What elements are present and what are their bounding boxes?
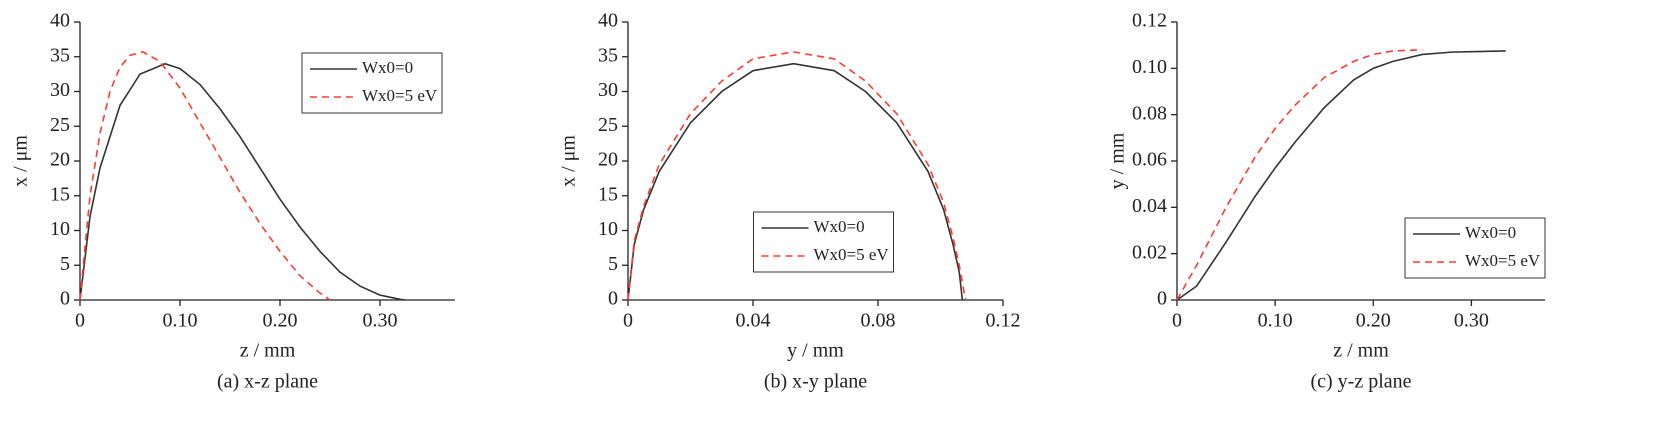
legend-label: Wx0=0 [814,217,865,236]
y-tick-label: 0.12 [1132,10,1167,32]
y-axis-label: y / mm [1107,132,1129,189]
x-tick-label: 0.12 [986,310,1021,332]
x-tick-label: 0.10 [1258,310,1293,332]
y-tick-label: 30 [50,79,70,101]
series-line [1176,49,1423,301]
y-axis-label: x / μm [10,135,32,187]
y-tick-label: 0.10 [1132,56,1167,78]
y-tick-label: 40 [50,10,70,32]
caption: (c) y-z plane [1310,371,1411,393]
series-line [627,51,967,301]
legend-label: Wx0=5 eV [814,245,890,264]
x-tick-label: 0.10 [163,310,198,332]
legend-box [753,211,894,273]
series-line [79,62,406,301]
y-tick-label: 0 [608,288,618,310]
y-tick-label: 35 [50,44,70,66]
x-axis-label: y / mm [787,340,844,362]
y-tick-label: 10 [50,218,70,240]
caption: (a) x-z plane [217,371,318,393]
y-tick-label: 20 [50,149,70,171]
y-tick-label: 20 [598,149,618,171]
y-tick-label: 35 [598,44,618,66]
y-tick-label: 0 [60,288,70,310]
y-tick-label: 0.02 [1132,241,1167,263]
x-tick-label: 0 [1172,310,1182,332]
y-tick-label: 40 [598,10,618,32]
legend-box [301,52,443,114]
y-tick-label: 5 [60,253,70,275]
y-tick-label: 25 [598,114,618,136]
legend-label: Wx0=5 eV [1465,251,1541,270]
x-tick-label: 0.08 [861,310,896,332]
y-tick-label: 0 [1157,288,1167,310]
x-tick-label: 0.30 [363,310,398,332]
y-tick-label: 10 [598,218,618,240]
y-tick-label: 0.04 [1132,195,1167,217]
y-tick-label: 25 [50,114,70,136]
x-tick-label: 0.20 [263,310,298,332]
y-tick-label: 5 [608,253,618,275]
y-tick-label: 0.08 [1132,102,1167,124]
y-axis-label: x / μm [558,135,580,187]
series-line [627,62,964,301]
x-tick-label: 0 [623,310,633,332]
x-axis-label: z / mm [1333,340,1389,362]
y-tick-label: 15 [598,183,618,205]
series-line [1176,50,1506,301]
legend-label: Wx0=5 eV [362,86,438,105]
series-line [79,51,331,301]
legend-label: Wx0=0 [362,58,413,77]
x-tick-label: 0 [75,310,85,332]
x-tick-label: 0.30 [1454,310,1489,332]
x-tick-label: 0.20 [1356,310,1391,332]
y-tick-label: 30 [598,79,618,101]
x-axis-label: z / mm [240,340,296,362]
caption: (b) x-y plane [764,371,867,393]
y-tick-label: 15 [50,183,70,205]
legend-box [1404,217,1546,279]
x-tick-label: 0.04 [736,310,771,332]
y-tick-label: 0.06 [1132,149,1167,171]
legend-label: Wx0=0 [1465,223,1516,242]
